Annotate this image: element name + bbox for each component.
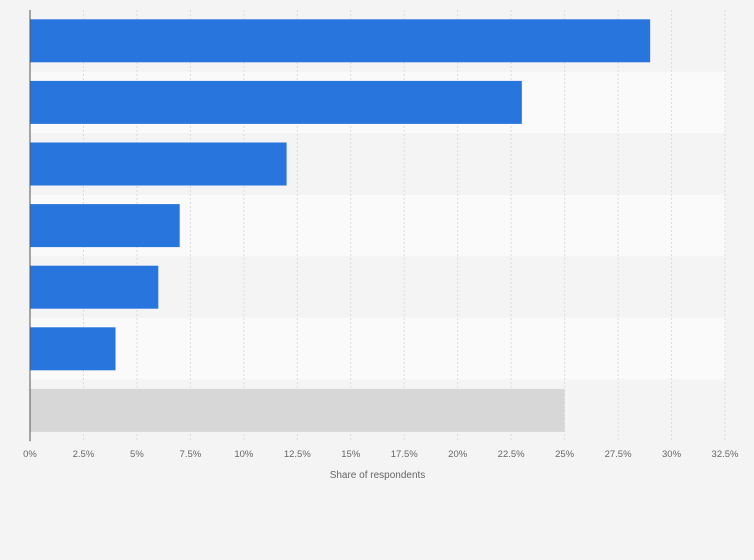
x-tick-label: 10% — [234, 449, 254, 460]
x-tick-label: 22.5% — [498, 449, 525, 460]
x-tick-label: 7.5% — [180, 449, 202, 460]
bar — [30, 388, 565, 432]
x-tick-label: 5% — [130, 449, 144, 460]
x-tick-label: 32.5% — [712, 449, 739, 460]
x-tick-label: 0% — [23, 449, 37, 460]
bar — [30, 265, 159, 309]
x-tick-label: 2.5% — [73, 449, 95, 460]
row-band — [30, 318, 725, 380]
x-tick-label: 27.5% — [605, 449, 632, 460]
bar — [30, 142, 287, 186]
x-tick-label: 15% — [341, 449, 361, 460]
bar — [30, 19, 651, 63]
x-tick-label: 30% — [662, 449, 682, 460]
bars — [30, 19, 651, 432]
x-axis-title: Share of respondents — [330, 470, 426, 481]
bar — [30, 80, 522, 124]
x-tick-label: 20% — [448, 449, 468, 460]
x-tick-label: 25% — [555, 449, 575, 460]
x-tick-label: 17.5% — [391, 449, 418, 460]
bar — [30, 327, 116, 371]
x-tick-label: 12.5% — [284, 449, 311, 460]
bar — [30, 204, 180, 248]
x-tick-labels: 0% 2.5% 5% 7.5% 10% 12.5% 15% 17.5% 20% 22.5% 25% 2… — [23, 449, 739, 460]
